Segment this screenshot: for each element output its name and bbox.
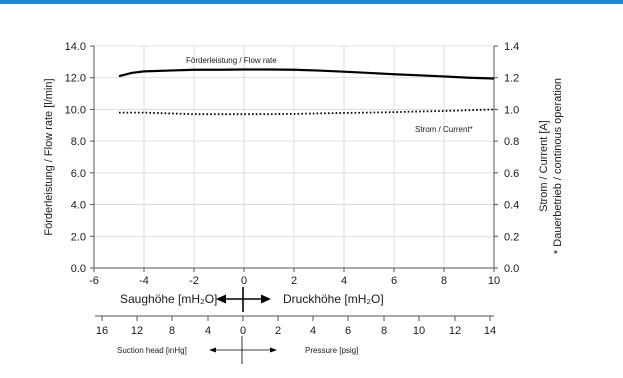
bottom-right-arrow-icon: [270, 347, 277, 353]
y-left-axis-title: Förderleistung / Flow rate [l/min]: [43, 78, 55, 235]
secondary-tick-label: 4: [205, 325, 211, 337]
y-right-tick-label: 0.2: [504, 231, 519, 243]
x-tick-label: 8: [441, 275, 447, 287]
y-left-tick-label: 2.0: [71, 231, 86, 243]
x-tick-label: 10: [488, 275, 500, 287]
series-label-flow-rate: Förderleistung / Flow rate: [186, 56, 277, 65]
bottom-left-arrow-icon: [209, 347, 216, 353]
y-left-tick-label: 8.0: [71, 136, 86, 148]
x-tick-label: 2: [291, 275, 297, 287]
y-left-tick-label: 6.0: [71, 168, 86, 180]
x-tick-label: 4: [341, 275, 347, 287]
x-tick-label: 0: [241, 275, 247, 287]
x-tick-label: -2: [189, 275, 199, 287]
secondary-tick-label: 12: [131, 325, 143, 337]
y-right-tick-label: 1.4: [504, 41, 519, 53]
y-left-tick-label: 14.0: [65, 41, 86, 53]
secondary-tick-label: 12: [449, 325, 461, 337]
y-right-tick-label: 0.4: [504, 200, 519, 212]
secondary-tick-label: 8: [169, 325, 175, 337]
y-left-tick-label: 10.0: [65, 104, 86, 116]
y-left-tick-label: 12.0: [65, 73, 86, 85]
series-line-flow-rate: [118, 68, 495, 80]
pressure-arrow-icon: [261, 294, 271, 304]
top-accent-bar: [0, 0, 623, 4]
secondary-tick-label: 2: [275, 325, 281, 337]
secondary-tick-label: 16: [96, 325, 108, 337]
x-tick-label: -4: [139, 275, 149, 287]
y-right-tick-label: 0.6: [504, 168, 519, 180]
y-right-tick-label: 1.2: [504, 73, 519, 85]
secondary-tick-label: 10: [413, 325, 425, 337]
series-label-current: Strom / Current*: [415, 125, 473, 134]
pressure-unit-label: Pressure [psig]: [305, 346, 358, 355]
y-right-tick-label: 1.0: [504, 104, 519, 116]
secondary-tick-label: 0: [240, 325, 246, 337]
x-tick-label: -6: [89, 275, 99, 287]
suction-arrow-icon: [216, 294, 226, 304]
secondary-tick-label: 8: [381, 325, 387, 337]
y-right-tick-label: 0.0: [504, 263, 519, 275]
secondary-tick-label: 4: [310, 325, 316, 337]
y-left-tick-label: 0.0: [71, 263, 86, 275]
suction-head-unit-label: Suction head [inHg]: [117, 346, 187, 355]
y-right-axis-title: Strom / Current [A]: [538, 120, 550, 212]
x-tick-label: 6: [391, 275, 397, 287]
secondary-tick-label: 14: [484, 325, 496, 337]
y-right-axis-note: * Dauerbetrieb / continous operation: [552, 78, 564, 254]
y-right-tick-label: 0.8: [504, 136, 519, 148]
y-left-tick-label: 4.0: [71, 200, 86, 212]
suction-head-label: Saughöhe [mH₂O]: [120, 292, 217, 306]
pressure-head-label: Druckhöhe [mH₂O]: [283, 292, 384, 306]
series-line-current: [119, 108, 495, 116]
secondary-tick-label: 6: [345, 325, 351, 337]
